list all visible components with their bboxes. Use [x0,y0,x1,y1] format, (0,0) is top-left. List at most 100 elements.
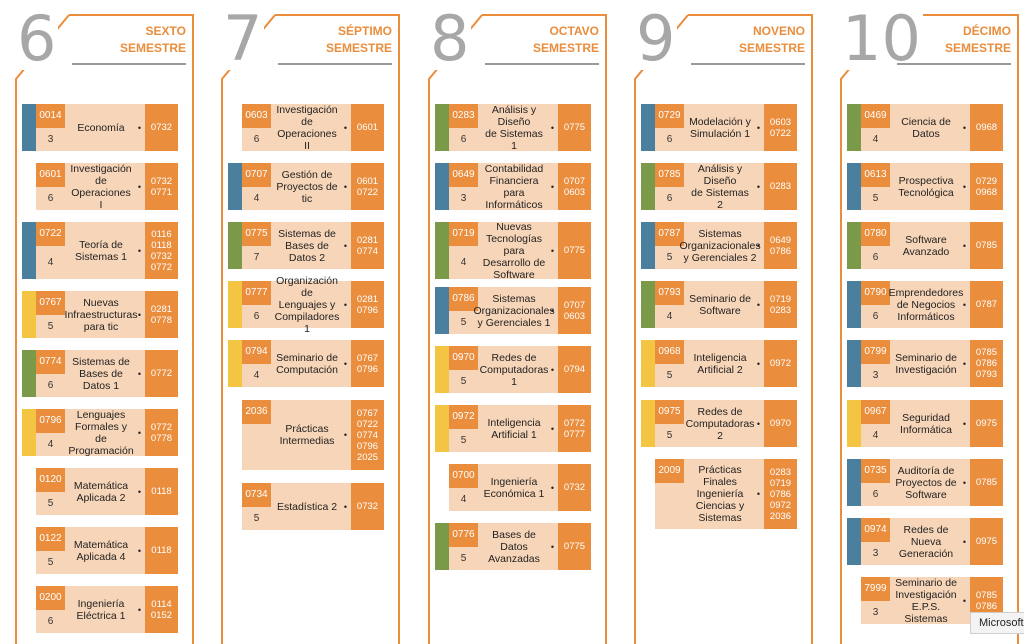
prerequisite-code: 0722 [356,186,379,198]
course-area-accent [847,340,861,387]
course-code-box: 0649 3 [449,163,478,210]
course-name-line: Ciencia de Datos [901,115,951,140]
course-card[interactable]: 0649 3 Contabilidad Financiera para Informát… [435,163,591,211]
prerequisites-box: 0281 0774 [351,222,384,269]
course-card[interactable]: 0767 5 Nuevas Infraestructuras para tic • 0281… [22,291,178,338]
course-card[interactable]: 7999 3 Seminario de Investigación E.P.S. Sis… [847,577,1003,625]
prerequisites-box: 0972 [764,340,797,387]
course-name-line: Inteligencia [693,351,747,364]
course-card[interactable]: 0793 4 Seminario de Software • 0719 0283 [641,281,797,328]
course-code-box: 0775 7 [242,222,271,269]
course-credits: 4 [460,494,467,505]
bullet-icon: • [550,541,554,552]
course-name-box: Organización de Lenguajes y Compiladores 1… [271,275,351,335]
course-card[interactable]: 0786 5 Sistemas Organizacionales y Gerencial… [435,287,591,334]
course-card[interactable]: 0774 6 Sistemas de Bases de Datos 1 • 0772 [22,350,178,397]
course-credits: 4 [253,193,260,204]
prerequisites-box: 0603 0722 [764,104,797,151]
prerequisite-code: 0283 [769,181,792,192]
bullet-icon: • [756,418,760,429]
course-card[interactable]: 0601 6 Investigación de Operaciones I • 0732 0… [22,163,178,211]
course-area-accent [435,104,449,151]
course-card[interactable]: 0283 6 Análisis y Diseño de Sistemas 1 • 0775 [435,104,591,152]
course-card[interactable]: 0603 6 Investigación de Operaciones II • 0601 [228,104,384,152]
course-card[interactable]: 0122 5 Matemática Aplicada 4 • 0118 [22,527,178,574]
course-card[interactable]: 2036 Prácticas Intermedias • 0767 0722 0774 079… [228,400,384,470]
course-code-box: 0790 6 [861,281,890,328]
course-card[interactable]: 0794 4 Seminario de Computación • 0767 0796 [228,340,384,387]
course-name-box: Inteligencia Artificial 2 • [684,340,764,387]
semester-number: 10 [840,2,923,75]
course-credits: 3 [872,607,879,618]
course-card[interactable]: 0780 6 Software Avanzado • 0785 [847,222,1003,269]
course-card[interactable]: 2009 Prácticas Finales Ingeniería Ciencias … [641,459,797,529]
bullet-icon: • [962,418,966,429]
course-card[interactable]: 0722 4 Teoría de Sistemas 1 • 0116 0118 0732 077… [22,222,178,279]
course-name-box: Seminario de Software • [684,281,764,328]
bullet-icon: • [756,240,760,251]
course-card[interactable]: 0799 3 Seminario de Investigación • 0785 0786 0… [847,340,1003,387]
course-card[interactable]: 0700 4 Ingeniería Económica 1 • 0732 [435,464,591,511]
bullet-icon: • [343,181,347,192]
course-credits: 6 [460,134,467,145]
course-card[interactable]: 0120 5 Matemática Aplicada 2 • 0118 [22,468,178,515]
course-code: 0975 [655,400,684,424]
course-card[interactable]: 0777 6 Organización de Lenguajes y Compilado… [228,275,384,335]
course-card[interactable]: 0200 6 Ingeniería Eléctrica 1 • 0114 0152 [22,586,178,633]
course-card[interactable]: 0776 5 Bases de Datos Avanzadas • 0775 [435,523,591,570]
course-card[interactable]: 0729 6 Modelación y Simulación 1 • 0603 0722 [641,104,797,151]
course-card[interactable]: 0719 4 Nuevas Tecnologías para Desarrollo de… [435,221,591,281]
bullet-icon: • [137,545,141,556]
course-card[interactable]: 0469 4 Ciencia de Datos • 0968 [847,104,1003,151]
course-name-line: E.P.S. Sistemas [904,600,948,625]
course-card[interactable]: 0975 5 Redes de Computadoras 2 • 0970 [641,400,797,447]
course-card[interactable]: 0968 5 Inteligencia Artificial 2 • 0972 [641,340,797,387]
prerequisite-code: 0774 [356,245,379,257]
course-name: Ingeniería Económica 1 [484,476,545,500]
course-card[interactable]: 0787 5 Sistemas Organizacionales y Gerencial… [641,222,797,269]
course-card[interactable]: 0972 5 Inteligencia Artificial 1 • 0772 0777 [435,405,591,452]
course-code: 0603 [242,104,271,128]
course-area-accent [641,281,655,328]
course-code: 0777 [242,281,271,305]
course-name-line: Redes de [491,351,537,364]
course-code-box: 0776 5 [449,523,478,570]
prerequisites-box: 0968 [970,104,1003,151]
course-area-accent [22,291,36,338]
bullet-icon: • [962,595,966,606]
course-code-box: 0707 4 [242,163,271,210]
course-name-line: Tecnologías para [485,232,543,257]
course-name-line: Intermedias [279,435,335,447]
course-card[interactable]: 0796 4 Lenguajes Formales y de Programación •… [22,409,178,457]
prerequisite-code: 0152 [150,609,173,621]
course-code-box: 0975 5 [655,400,684,447]
course-credits: 5 [666,252,673,263]
course-code: 0794 [242,340,271,364]
prerequisite-code: 0968 [975,186,998,198]
course-name-line: Formales y de [75,420,127,445]
semester-column: 7 SÉPTIMO SEMESTRE [220,8,400,644]
course-card[interactable]: 0967 4 Seguridad Informática • 0975 [847,400,1003,447]
bullet-icon: • [550,423,554,434]
course-code-box: 0794 4 [242,340,271,387]
prerequisites-box: 0732 [145,104,178,151]
course-card[interactable]: 0613 5 Prospectiva Tecnológica • 0729 0968 [847,163,1003,210]
course-card[interactable]: 0734 5 Estadística 2 • 0732 [228,483,384,530]
semester-title-line: SEMESTRE [532,41,599,55]
course-area-accent [22,222,36,279]
prerequisites-box: 0772 [145,350,178,397]
course-name-box: Emprendedores de Negocios Informáticos • [889,281,970,328]
course-card[interactable]: 0735 6 Auditoría de Proyectos de Software • 07… [847,459,1003,506]
course-name: Seminario de Investigación E.P.S. Sistemas [894,577,958,625]
course-card[interactable]: 0775 7 Sistemas de Bases de Datos 2 • 0281 077… [228,222,384,269]
course-card[interactable]: 0785 6 Análisis y Diseño de Sistemas 2 • 0283 [641,163,797,211]
course-card[interactable]: 0974 3 Redes de Nueva Generación • 0975 [847,518,1003,565]
prerequisites-box: 0970 [764,400,797,447]
course-card[interactable]: 0707 4 Gestión de Proyectos de tic • 0601 0722 [228,163,384,210]
course-card[interactable]: 0790 6 Emprendedores de Negocios Informático… [847,281,1003,328]
course-name: Seminario de Computación [276,352,338,376]
prerequisite-code: 0722 [356,418,379,430]
course-name-line: Ingeniería [490,475,538,488]
course-card[interactable]: 0970 5 Redes de Computadoras 1 • 0794 [435,346,591,393]
course-card[interactable]: 0014 3 Economía • 0732 [22,104,178,151]
